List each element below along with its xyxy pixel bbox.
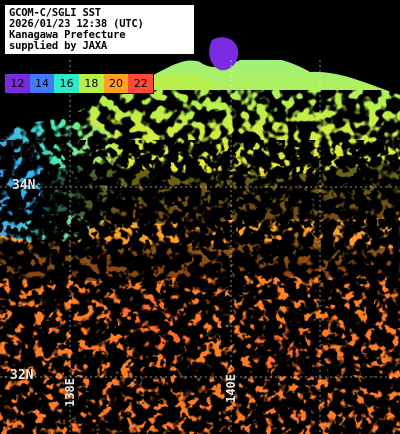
- legend-label-18: 18: [84, 77, 99, 90]
- latitude-label-32n: 32N: [10, 368, 34, 383]
- cloud-band: [40, 163, 400, 224]
- legend-swatch-16: 16: [54, 74, 80, 93]
- latitude-label-34n: 34N: [12, 178, 36, 193]
- data-credit: supplied by JAXA: [9, 40, 107, 52]
- region-name: Kanagawa Prefecture: [9, 29, 126, 41]
- legend-label-14: 14: [35, 77, 49, 90]
- legend-label-22: 22: [133, 77, 148, 90]
- cloud-band-2: [0, 241, 400, 282]
- legend-swatch-14: 14: [29, 74, 55, 93]
- legend-swatch-18: 18: [79, 74, 104, 93]
- graticule: [0, 60, 400, 434]
- longitude-label-140e: 140E: [224, 374, 238, 403]
- legend-swatch-22: 22: [128, 74, 154, 93]
- image-info-box: GCOM-C/SGLI SST 2026/01/23 12:38 (UTC) K…: [4, 4, 195, 55]
- cold-spot-north: [209, 37, 239, 71]
- legend-swatch-20: 20: [103, 74, 129, 93]
- legend-swatch-12: 12: [5, 74, 30, 93]
- longitude-label-138e: 138E: [63, 378, 77, 407]
- legend-label-20: 20: [109, 77, 124, 90]
- legend-label-16: 16: [59, 77, 74, 90]
- sensor-title: GCOM-C/SGLI SST: [9, 7, 101, 19]
- legend-label-12: 12: [10, 77, 25, 90]
- temperature-legend: 12 14 16 18 20 22: [4, 73, 154, 94]
- observation-timestamp: 2026/01/23 12:38 (UTC): [9, 18, 144, 30]
